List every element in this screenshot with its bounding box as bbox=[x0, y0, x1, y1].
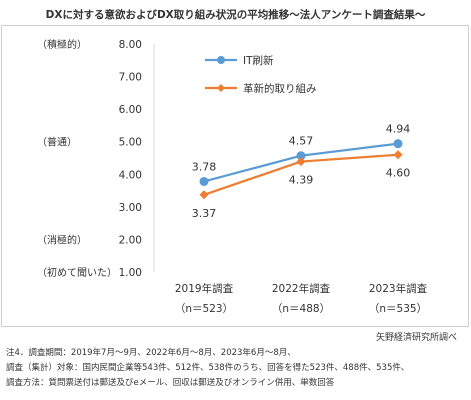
data-point-innovative bbox=[296, 157, 306, 167]
legend-label: IT刷新 bbox=[243, 54, 274, 67]
y-annotation-label: （普通） bbox=[37, 136, 77, 149]
line-chart: （積極的） （普通） （消極的） （初めて聞いた） 1.00 2.00 3.00 4.00 5… bbox=[37, 38, 428, 315]
y-tick-label: 3.00 bbox=[119, 202, 142, 214]
x-tick-label: 2019年調査 bbox=[175, 282, 234, 295]
y-annotation-label: （積極的） bbox=[37, 38, 87, 51]
y-tick-label: 2.00 bbox=[119, 234, 142, 246]
chart-title: DXに対する意欲およびDX取り組み状況の平均推移～法人アンケート調査結果～ bbox=[45, 9, 426, 21]
data-label: 4.94 bbox=[386, 123, 411, 136]
chart-frame: （積極的） （普通） （消極的） （初めて聞いた） 1.00 2.00 3.00 4.00 5… bbox=[1, 25, 469, 327]
y-tick-label: 4.00 bbox=[119, 169, 142, 181]
data-point-it bbox=[296, 151, 306, 161]
y-tick-label: 6.00 bbox=[119, 104, 142, 116]
data-label: 4.57 bbox=[289, 135, 314, 148]
note-line: 調査（集計）対象：国内民間企業等543件、512件、538件のうち、回答を得た5… bbox=[6, 363, 410, 373]
source-credit: 矢野経済研究所調べ bbox=[375, 333, 457, 343]
legend-marker-innovative bbox=[217, 84, 225, 92]
x-sample-size-label: （n＝535） bbox=[369, 303, 427, 315]
y-tick-label: 7.00 bbox=[119, 72, 142, 84]
legend-label: 革新的取り組み bbox=[243, 82, 317, 95]
notes-block: 注4．調査期間：2019年7月～9月、2022年6月～8月、2023年6月～8月… bbox=[6, 346, 409, 391]
legend-marker-it bbox=[217, 56, 225, 64]
x-tick-label: 2023年調査 bbox=[369, 282, 428, 295]
data-label: 4.39 bbox=[289, 174, 314, 187]
data-point-innovative bbox=[393, 150, 403, 160]
x-tick-label: 2022年調査 bbox=[272, 282, 331, 295]
y-annotation-label: （消極的） bbox=[37, 233, 87, 246]
data-point-it bbox=[199, 176, 209, 186]
data-point-innovative bbox=[199, 190, 209, 200]
data-label: 4.60 bbox=[386, 167, 411, 180]
y-annotation-label: （初めて聞いた） bbox=[37, 266, 117, 279]
x-sample-size-label: （n＝523） bbox=[175, 303, 233, 315]
y-tick-label: 8.00 bbox=[119, 39, 142, 51]
note-line: 調査方法：質問票送付は郵送及びeメール、回収は郵送及びオンライン併用、単数回答 bbox=[6, 378, 335, 388]
x-sample-size-label: （n＝488） bbox=[272, 303, 330, 315]
data-label: 3.78 bbox=[192, 160, 217, 173]
note-line: 注4．調査期間：2019年7月～9月、2022年6月～8月、2023年6月～8月… bbox=[6, 348, 296, 358]
y-tick-label: 1.00 bbox=[119, 267, 142, 279]
y-tick-label: 5.00 bbox=[119, 137, 142, 149]
data-point-it bbox=[393, 139, 403, 149]
data-label: 3.37 bbox=[192, 207, 217, 220]
